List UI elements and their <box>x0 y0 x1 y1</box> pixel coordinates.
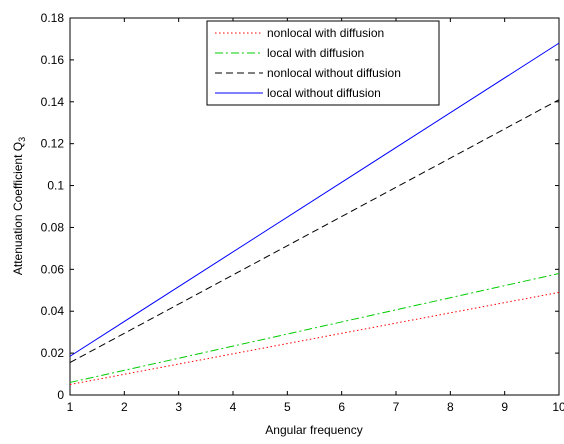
series-line-4 <box>69 42 560 357</box>
y-tick-label: 0.06 <box>41 262 65 276</box>
x-axis-label: Angular frequency <box>265 423 362 437</box>
tick-layer: 1 2 3 4 5 6 7 8 9 10 0 0.02 0.04 0.06 0.08 0.1 0.12 0.14 0… <box>41 11 564 414</box>
y-axis-label-main: Attenuation Coefficient Q <box>11 142 25 275</box>
y-tick-label: 0.08 <box>41 220 65 234</box>
y-tick-label: 0.14 <box>41 95 65 109</box>
y-axis-label-subscript: 3 <box>17 137 27 142</box>
x-tick-label: 5 <box>284 400 291 414</box>
x-tick-label: 6 <box>338 400 345 414</box>
x-tick-label: 7 <box>393 400 400 414</box>
x-tick-label: 4 <box>230 400 237 414</box>
legend-label-2: local with diffusion <box>267 46 364 60</box>
legend-box <box>206 20 440 106</box>
x-tick-label: 3 <box>175 400 182 414</box>
y-tick-label: 0 <box>57 388 64 402</box>
legend: nonlocal with diffusion local with diffus… <box>206 20 440 106</box>
series-line-3 <box>69 99 560 363</box>
legend-label-1: nonlocal with diffusion <box>267 26 384 40</box>
y-tick-label: 0.02 <box>41 346 65 360</box>
y-tick-label: 0.12 <box>41 137 65 151</box>
legend-label-3: nonlocal without diffusion <box>267 66 401 80</box>
series-layer <box>69 42 560 386</box>
y-tick-label: 0.1 <box>47 179 64 193</box>
x-tick-label: 9 <box>501 400 508 414</box>
y-tick-label: 0.18 <box>41 11 65 25</box>
y-axis-label: Attenuation Coefficient Q3 <box>11 137 27 275</box>
x-tick-label: 2 <box>121 400 128 414</box>
y-tick-label: 0.16 <box>41 53 65 67</box>
x-tick-label: 8 <box>447 400 454 414</box>
series-line-2 <box>69 273 560 383</box>
y-tick-label: 0.04 <box>41 304 65 318</box>
series-line-1 <box>69 291 560 386</box>
x-tick-label: 10 <box>552 400 564 414</box>
x-tick-label: 1 <box>67 400 74 414</box>
legend-label-4: local without diffusion <box>267 86 381 100</box>
